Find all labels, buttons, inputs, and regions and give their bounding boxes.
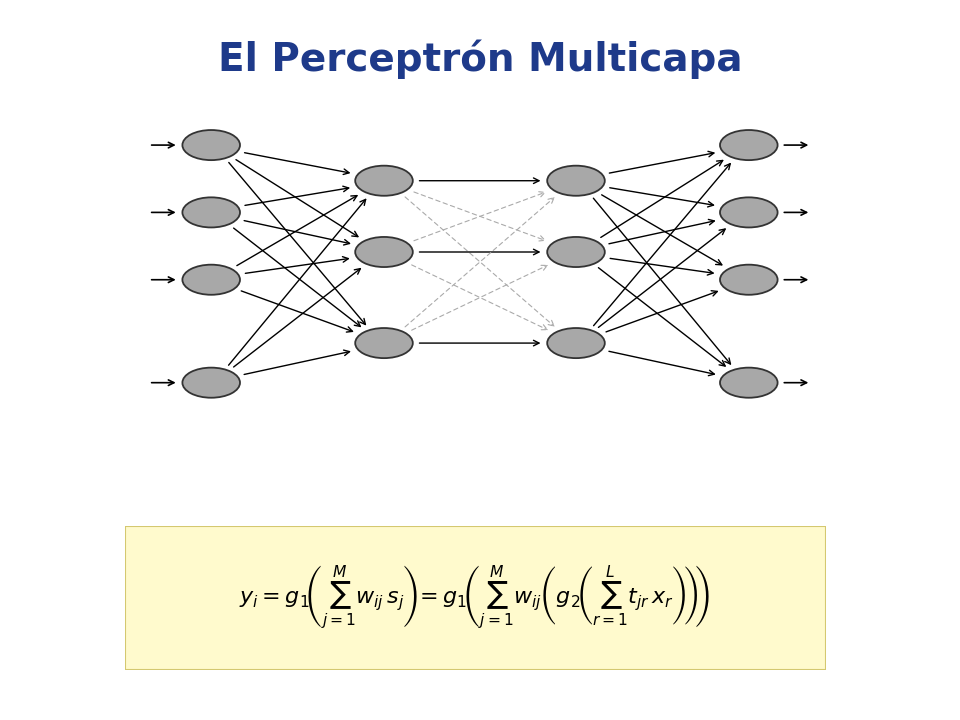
Text: El Perceptrón Multicapa: El Perceptrón Multicapa — [218, 40, 742, 79]
Ellipse shape — [547, 328, 605, 358]
Ellipse shape — [182, 265, 240, 294]
Ellipse shape — [720, 197, 778, 228]
Ellipse shape — [547, 166, 605, 196]
Ellipse shape — [720, 130, 778, 160]
Ellipse shape — [355, 328, 413, 358]
Ellipse shape — [720, 368, 778, 397]
Ellipse shape — [720, 265, 778, 294]
Ellipse shape — [182, 130, 240, 160]
Text: $y_i = g_1\!\left(\sum_{j=1}^{M} w_{ij}\, s_j\right)\! = g_1\!\left(\sum_{j=1}^{: $y_i = g_1\!\left(\sum_{j=1}^{M} w_{ij}\… — [239, 564, 711, 631]
Ellipse shape — [355, 237, 413, 267]
Ellipse shape — [547, 237, 605, 267]
Ellipse shape — [182, 368, 240, 397]
Ellipse shape — [182, 197, 240, 228]
FancyBboxPatch shape — [125, 526, 826, 670]
Ellipse shape — [355, 166, 413, 196]
